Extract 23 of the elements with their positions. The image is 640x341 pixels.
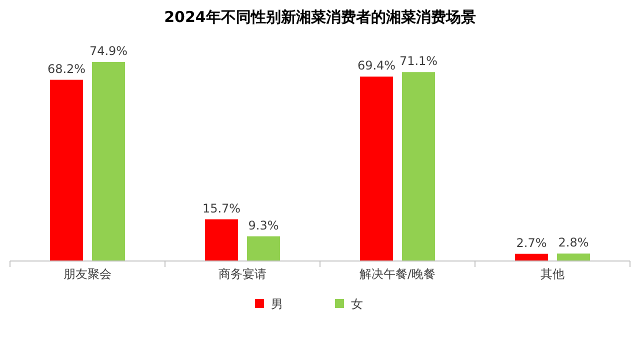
data-label: 68.2% <box>47 62 86 76</box>
bar <box>205 219 238 261</box>
bar <box>50 80 83 261</box>
bar <box>515 254 548 261</box>
x-tick-label: 其他 <box>540 267 564 281</box>
data-label: 2.7% <box>516 236 547 250</box>
data-label: 69.4% <box>357 58 396 73</box>
bar <box>360 76 393 261</box>
bar <box>92 62 125 261</box>
data-label: 9.3% <box>248 218 279 232</box>
data-label: 15.7% <box>202 201 241 216</box>
legend-label: 男 <box>271 297 283 311</box>
legend-label: 女 <box>351 297 363 311</box>
data-label: 2.8% <box>558 236 589 250</box>
bar <box>247 236 280 261</box>
x-tick-label: 朋友聚会 <box>64 267 112 281</box>
x-tick-label: 商务宴请 <box>218 267 266 281</box>
bar <box>402 72 435 261</box>
chart-title: 2024年不同性别新湘菜消费者的湘菜消费场景 <box>164 8 476 26</box>
x-tick-label: 解决午餐/晚餐 <box>359 267 436 281</box>
bar <box>557 254 590 261</box>
data-label: 74.9% <box>89 44 128 58</box>
data-label: 71.1% <box>399 54 438 68</box>
